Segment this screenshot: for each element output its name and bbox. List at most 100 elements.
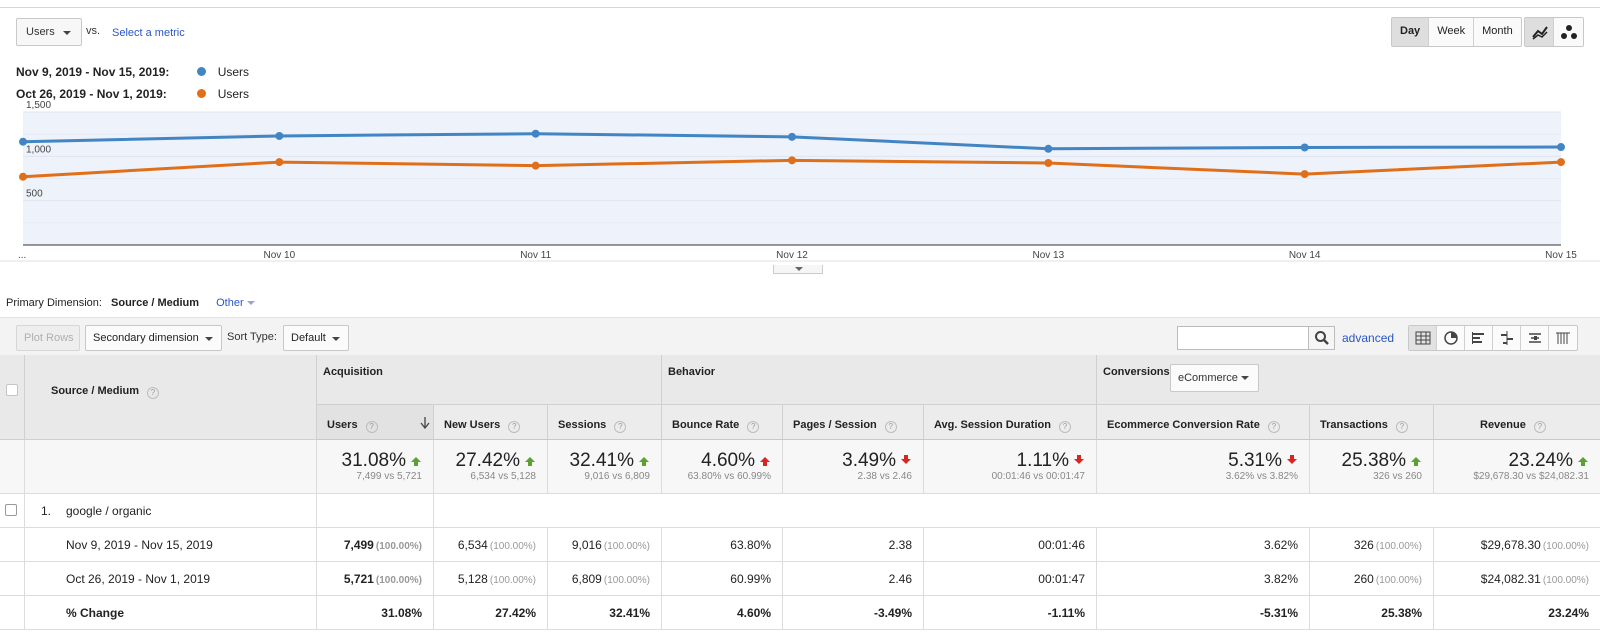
data-point [531,161,540,170]
totals-comparison: 9,016 vs 6,809 [584,471,650,482]
table-view-toggle [1408,325,1578,351]
value: 63.80% [730,538,771,552]
totals-comparison: 00:01:46 vs 00:01:47 [991,471,1085,482]
cell-value: 6,809 (100.00%) [572,572,650,586]
select-metric-link[interactable]: Select a metric [112,27,185,39]
term-cloud-icon [1529,333,1541,343]
col-bounce-rate[interactable]: Bounce Rate? [662,405,783,440]
subrow-label-cell: Oct 26, 2019 - Nov 1, 2019 [25,562,317,596]
y-tick-label: 500 [26,189,43,200]
cell-value: 2.46 [889,572,912,586]
x-tick-label: Nov 13 [1032,250,1064,261]
x-tick-label: ... [18,250,26,261]
percent-change-value: 3.49% [842,450,896,471]
y-tick-label: 1,000 [26,144,51,155]
totals-comparison: 63.80% vs 60.99% [687,471,771,482]
select-all-checkbox[interactable] [6,384,18,396]
col-revenue[interactable]: Revenue? [1434,405,1600,440]
advanced-filter-link[interactable]: advanced [1342,331,1395,345]
search-button[interactable] [1309,326,1335,350]
month-button[interactable]: Month [1474,18,1521,46]
comparison-view-button[interactable] [1493,326,1521,350]
value: 5,128 [457,572,488,586]
row-label-cell[interactable]: 1. google / organic [25,494,317,528]
table-search-input[interactable] [1177,326,1309,350]
arrow-down-icon [1074,455,1084,464]
sort-type-label: Sort Type: [227,331,277,343]
primary-dimension-current[interactable]: Source / Medium [111,297,200,309]
acquisition-group-header: Acquisition [317,355,662,405]
value: 25.38% [1381,606,1422,620]
col-sessions[interactable]: Sessions? [548,405,662,440]
help-icon: ? [1058,421,1071,433]
totals-percent: 27.42% [456,450,535,472]
goal-set-dropdown[interactable]: eCommerce [1170,364,1259,392]
data-table-view-button[interactable] [1409,326,1437,350]
pivot-view-button[interactable] [1549,326,1577,350]
col-avg-session-duration[interactable]: Avg. Session Duration? [924,405,1097,440]
row-index: 1. [41,504,52,518]
col-new-users[interactable]: New Users? [434,405,548,440]
value: 6,809 [571,572,602,586]
secondary-dimension-dropdown[interactable]: Secondary dimension [85,325,222,351]
value: 4.60% [736,606,771,620]
term-cloud-view-button[interactable] [1521,326,1549,350]
cell-value: -3.49% [874,606,912,620]
row-checkbox[interactable] [5,504,17,516]
cell-value: 23.24% [1548,606,1589,620]
subrow-cell: -1.11% [924,596,1097,630]
value: 2.46 [888,572,912,586]
help-icon: ? [365,421,378,433]
help-icon: ? [1533,421,1546,433]
comparison-icon [1501,331,1513,345]
motion-chart-button[interactable] [1554,18,1583,46]
primary-dimension-other[interactable]: Other [216,297,255,309]
help-icon: ? [884,421,897,433]
col-label: Sessions [558,419,607,431]
pie-view-button[interactable] [1437,326,1465,350]
cell-value: 3.62% [1264,538,1298,552]
cell-value: 31.08% [381,606,422,620]
subrow-label: Oct 26, 2019 - Nov 1, 2019 [66,572,211,586]
totals-cell: 1.11% 00:01:46 vs 00:01:47 [924,440,1097,494]
percent-of-total: (100.00%) [1375,575,1422,586]
percent-change-value: 31.08% [341,450,406,471]
col-label: Pages / Session [793,419,877,431]
metric-dropdown[interactable]: Users [16,18,82,46]
percent-of-total: (100.00%) [489,575,536,586]
cell-value: 3.82% [1264,572,1298,586]
pivot-table-icon [1556,332,1570,344]
help-icon: ? [147,387,160,399]
col-ecommerce-conversion-rate[interactable]: Ecommerce Conversion Rate? [1097,405,1310,440]
subrow-cell: 63.80% [662,528,783,562]
line-chart-button[interactable] [1525,18,1554,46]
subrow-cell: 6,534 (100.00%) [434,528,548,562]
chevron-down-icon [795,267,803,271]
value: $24,082.31 [1480,572,1541,586]
sort-type-dropdown[interactable]: Default [283,325,349,351]
value: 32.41% [609,606,650,620]
legend-metric: Users [217,65,250,79]
totals-cell: 3.49% 2.38 vs 2.46 [783,440,924,494]
week-button[interactable]: Week [1429,18,1475,46]
data-point [19,137,27,146]
col-label: Bounce Rate [672,419,740,431]
cell-value: 5,128 (100.00%) [458,572,536,586]
col-label: Transactions [1320,419,1388,431]
subrow-cell: 00:01:46 [924,528,1097,562]
day-button[interactable]: Day [1392,18,1430,46]
collapse-chart-toggle[interactable] [773,265,823,274]
value: 31.08% [381,606,422,620]
col-pages-per-session[interactable]: Pages / Session? [783,405,924,440]
dimension-column-header[interactable]: Source / Medium? [25,355,317,440]
pie-chart-icon [1444,331,1458,345]
col-transactions[interactable]: Transactions? [1310,405,1434,440]
plot-rows-button[interactable]: Plot Rows [16,325,80,351]
col-users[interactable]: Users? [317,405,434,440]
legend-previous: Oct 26, 2019 - Nov 1, 2019: Users [16,87,249,101]
search-icon [1315,331,1329,345]
performance-view-button[interactable] [1465,326,1493,350]
subrow-cell: $24,082.31 (100.00%) [1434,562,1600,596]
totals-percent: 25.38% [1342,450,1421,472]
table-toolbar: Plot Rows Secondary dimension Sort Type:… [0,317,1600,355]
